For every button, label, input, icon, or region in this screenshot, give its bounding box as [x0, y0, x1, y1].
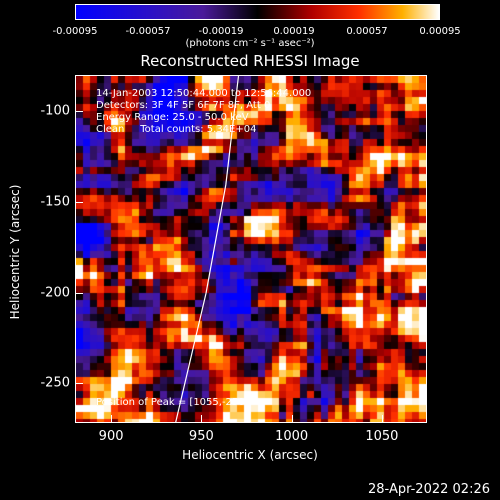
y-tick-mark	[75, 292, 83, 294]
colorbar-tick: 0.00057	[346, 26, 388, 37]
y-tick-mark	[75, 111, 83, 113]
x-tick-label: 1000	[275, 429, 309, 444]
info-detectors: Detectors: 3F 4F 5F 6F 7F 8F, Att 0	[96, 100, 271, 111]
footer-date: 28-Apr-2022 02:26	[368, 482, 490, 497]
x-tick-label: 950	[188, 429, 214, 444]
y-tick-label: -200	[40, 285, 70, 300]
x-tick-label: 1050	[365, 429, 399, 444]
info-time-range: 14-Jan-2003 12:50:44.000 to 12:56:44.000	[96, 88, 312, 99]
y-tick-label: -100	[40, 103, 70, 119]
colorbar-tick: -0.00057	[125, 26, 171, 37]
solar-limb-line	[175, 76, 240, 422]
info-energy-range: Energy Range: 25.0 - 50.0 keV	[96, 112, 249, 123]
colorbar-unit-label: (photons cm⁻² s⁻¹ asec⁻²)	[185, 38, 315, 49]
colorbar	[75, 4, 440, 20]
info-clean-counts: Clean Total counts: 5.34E+04	[96, 124, 257, 135]
rhessi-heatmap	[76, 76, 426, 422]
chart-title: Reconstructed RHESSI Image	[140, 52, 360, 70]
x-tick-mark	[201, 415, 203, 423]
x-tick-mark	[381, 415, 383, 423]
peak-position-label: Position of Peak = [1055,-250]	[96, 397, 249, 408]
image-plot-area: 14-Jan-2003 12:50:44.000 to 12:56:44.000…	[75, 75, 427, 423]
y-tick-mark	[75, 383, 83, 385]
y-axis-label: Heliocentric Y (arcsec)	[8, 184, 22, 320]
colorbar-tick: -0.00095	[52, 26, 98, 37]
colorbar-tick: 0.00019	[273, 26, 315, 37]
colorbar-tick: -0.00019	[198, 26, 244, 37]
colorbar-tick: 0.00095	[419, 26, 461, 37]
limb-curve	[175, 76, 240, 422]
y-tick-label: -250	[40, 375, 70, 391]
x-axis-label: Heliocentric X (arcsec)	[182, 448, 318, 462]
y-tick-mark	[75, 201, 83, 203]
y-tick-label: -150	[40, 194, 70, 210]
x-tick-mark	[111, 415, 113, 423]
colorbar-gradient	[76, 5, 439, 19]
x-tick-mark	[291, 415, 293, 423]
x-tick-label: 900	[98, 429, 124, 444]
